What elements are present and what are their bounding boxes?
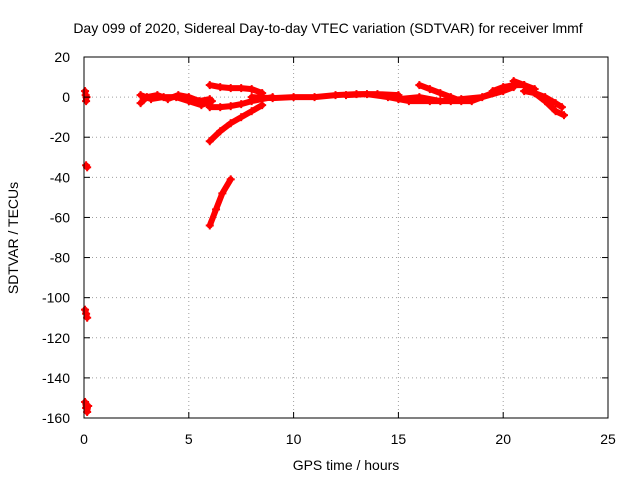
x-tick-label: 15 [391,431,407,447]
data-point [247,85,256,94]
data-point [331,91,340,100]
data-point [551,99,560,108]
data-point [205,221,214,230]
y-tick-label: 20 [54,49,70,65]
data-point [446,93,455,102]
y-tick-label: -140 [42,370,70,386]
data-point [551,107,560,116]
data-point [212,205,221,214]
data-point [136,91,145,100]
x-axis-label: GPS time / hours [293,457,400,473]
data-series [81,77,568,416]
data-point [394,95,403,104]
data-point [541,93,550,102]
data-point [226,84,235,93]
data-point [226,102,235,111]
data-point [478,93,487,102]
data-point [197,101,206,110]
data-point [520,87,529,96]
data-point [530,89,539,98]
y-tick-label: -100 [42,290,70,306]
data-point [237,113,246,122]
y-tick-label: -60 [50,209,70,225]
data-point [226,175,235,184]
data-point [159,93,168,102]
data-point [237,100,246,109]
data-point [415,81,424,90]
data-point [509,77,518,86]
data-point [218,189,227,198]
chart-title: Day 099 of 2020, Sidereal Day-to-day VTE… [73,20,582,36]
data-point [436,97,445,106]
y-tick-label: -80 [50,250,70,266]
data-point [559,111,568,120]
plot-frame [83,56,609,419]
data-point [268,94,277,103]
data-point [172,93,181,102]
data-point [216,103,225,112]
data-point [362,90,371,99]
data-point [147,95,156,104]
y-tick-label: -20 [50,129,70,145]
data-point [82,309,91,318]
y-tick-label: -120 [42,330,70,346]
data-point [184,97,193,106]
data-point [499,83,508,92]
data-point [425,85,434,94]
data-point [289,93,298,102]
data-point [207,97,216,106]
data-point [205,103,214,112]
series-arc-j [206,176,234,229]
data-point [216,127,225,136]
data-point [383,93,392,102]
data-point [216,83,225,92]
grid-lines [84,57,608,418]
y-tick-label: -160 [42,410,70,426]
x-axis: 0 5 10 15 20 25 [80,57,616,447]
x-tick-label: 0 [80,431,88,447]
data-point [81,397,90,406]
y-axis-label: SDTVAR / TECUs [5,182,21,294]
data-point [205,81,214,90]
x-tick-label: 5 [185,431,193,447]
data-point [436,89,445,98]
data-point [557,103,566,112]
data-point [488,87,497,96]
data-point [205,137,214,146]
data-point [84,401,93,410]
data-point [247,107,256,116]
data-point [415,93,424,102]
y-axis: -160 -140 -120 -100 -80 -60 -40 -20 0 20 [42,49,608,426]
y-tick-label: 0 [62,89,70,105]
data-point [136,99,145,108]
data-point [237,84,246,93]
data-point [457,97,466,106]
x-tick-label: 10 [286,431,302,447]
data-point [226,119,235,128]
data-point [247,93,256,102]
data-point [258,101,267,110]
x-tick-label: 25 [600,431,616,447]
data-point [342,91,350,100]
data-point [81,305,90,314]
x-tick-label: 20 [495,431,511,447]
data-point [310,93,319,102]
y-tick-label: -40 [50,169,70,185]
